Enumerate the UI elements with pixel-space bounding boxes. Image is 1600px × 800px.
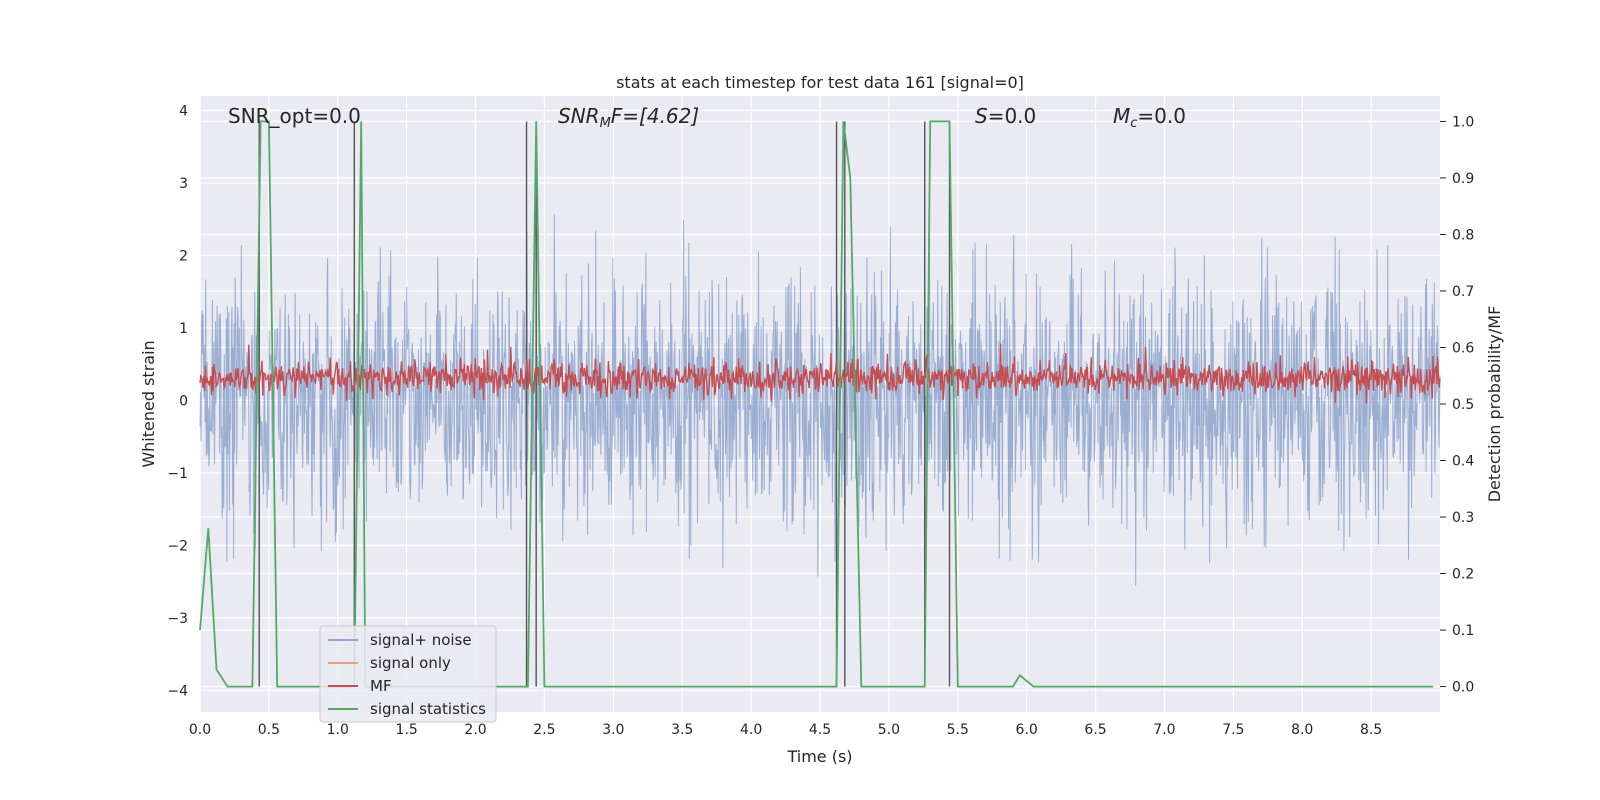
y-axis-label: Whitened strain [139, 340, 158, 467]
legend-frame [319, 625, 497, 723]
legend-label-signal-only: signal only [370, 654, 451, 672]
y2-tick-label: 0.1 [1452, 623, 1474, 639]
legend-label-mf: MF [370, 677, 392, 695]
y2-tick-label: 0.2 [1452, 567, 1474, 583]
y-tick-label: 1 [179, 321, 188, 337]
annotation-snr-mf-name: SNR [558, 104, 600, 128]
y-tick-label: −4 [167, 683, 188, 699]
y-tick-label: 2 [179, 248, 188, 264]
x-tick-label: 7.5 [1222, 722, 1244, 738]
x-tick-label: 4.0 [740, 722, 762, 738]
annotation-mc-name: M [1113, 104, 1130, 128]
signal-noise-series [199, 213, 1441, 587]
x-tick-label: 3.5 [671, 722, 693, 738]
y2-tick-label: 0.9 [1452, 171, 1474, 187]
annotation-snr-opt: SNR_opt=0.0 [228, 104, 361, 128]
legend-label-signal-statistics: signal statistics [370, 700, 486, 718]
y-tick-label: −2 [167, 538, 188, 554]
annotation-mc-value: =0.0 [1137, 104, 1186, 128]
annotation-snr-mf-tail: F=[4.62] [611, 104, 699, 128]
x-tick-label: 8.0 [1291, 722, 1313, 738]
x-tick-label: 8.5 [1360, 722, 1382, 738]
x-axis-ticks: 0.0 0.5 1.0 1.5 2.0 2.5 3.0 3.5 4.0 4.5 5.0 5.5 6.0 6… [189, 722, 1382, 738]
y2-tick-label: 0.5 [1452, 397, 1474, 413]
signal-noise-line [199, 213, 1441, 587]
y2-tick-label: 0.4 [1452, 454, 1474, 470]
mf-line [199, 343, 1441, 404]
annotation-s-name: S [975, 104, 988, 128]
chart-title: stats at each timestep for test data 161… [616, 73, 1024, 92]
x-tick-label: 7.0 [1153, 722, 1175, 738]
y2-tick-label: 0.6 [1452, 340, 1474, 356]
x-tick-label: 2.0 [464, 722, 486, 738]
y2-tick-label: 0.8 [1452, 227, 1474, 243]
x-tick-label: 5.0 [878, 722, 900, 738]
signal-statistics-line [199, 120, 1434, 688]
legend-label-noise: signal+ noise [370, 631, 472, 649]
annotation-s-value: =0.0 [988, 104, 1037, 128]
annotation-mc: Mc=0.0 [1113, 104, 1186, 131]
x-tick-label: 0.5 [258, 722, 280, 738]
signal-statistics-series [199, 120, 1434, 688]
annotation-snr-mf-sub: M [600, 116, 611, 131]
y2-axis-ticks: 1.0 0.9 0.8 0.7 0.6 0.5 0.4 0.3 0.2 0.1 0.0 [1440, 114, 1474, 696]
x-tick-label: 4.5 [809, 722, 831, 738]
y2-axis-label: Detection probability/MF [1485, 306, 1504, 503]
x-tick-label: 6.0 [1016, 722, 1038, 738]
legend: signal+ noise signal only MF signal stat… [319, 625, 497, 723]
x-tick-label: 6.5 [1084, 722, 1106, 738]
y-tick-label: −1 [167, 466, 188, 482]
x-tick-label: 1.5 [396, 722, 418, 738]
x-tick-label: 1.0 [327, 722, 349, 738]
y2-tick-label: 0.7 [1452, 284, 1474, 300]
x-tick-label: 5.5 [947, 722, 969, 738]
y2-tick-label: 1.0 [1452, 114, 1474, 130]
annotation-snr-mf: SNRMF=[4.62] [558, 104, 699, 131]
mf-series [199, 343, 1441, 404]
x-tick-label: 0.0 [189, 722, 211, 738]
y2-tick-label: 0.3 [1452, 510, 1474, 526]
y-axis-ticks: 4 3 2 1 0 −1 −2 −3 −4 [167, 103, 188, 699]
y-tick-label: 3 [179, 176, 188, 192]
y-tick-label: 0 [179, 393, 188, 409]
x-tick-label: 2.5 [533, 722, 555, 738]
annotation-mc-sub: c [1130, 116, 1137, 131]
y-tick-label: 4 [179, 103, 188, 119]
annotation-s: S=0.0 [975, 104, 1036, 128]
x-tick-label: 3.0 [602, 722, 624, 738]
y-tick-label: −3 [167, 611, 188, 627]
y2-tick-label: 0.0 [1452, 680, 1474, 696]
x-axis-label: Time (s) [786, 747, 852, 766]
